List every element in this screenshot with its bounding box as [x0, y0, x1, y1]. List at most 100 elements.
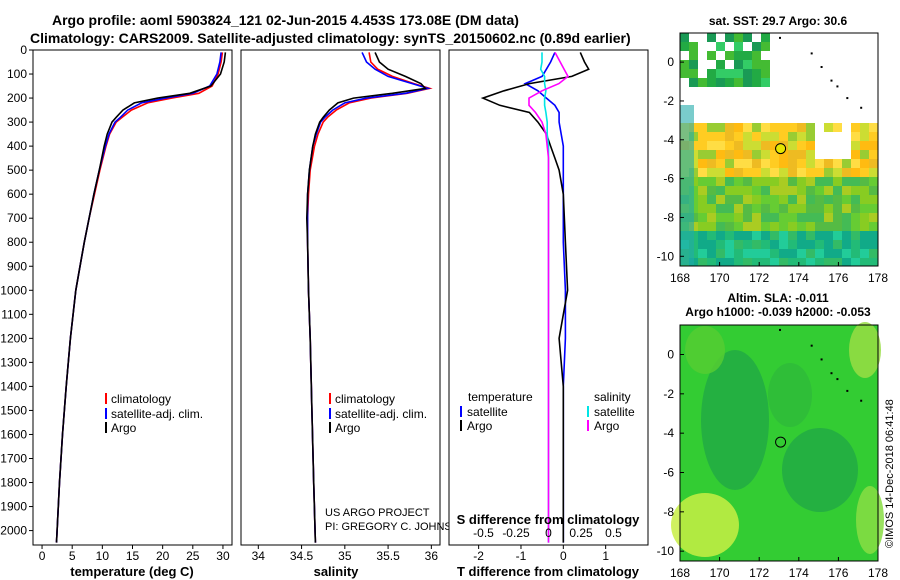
sst-cell: [761, 42, 770, 51]
sst-cell: [707, 159, 716, 168]
sst-cell: [707, 123, 716, 132]
map-y-tick-label-3: -6: [663, 172, 674, 186]
sst-cell: [842, 258, 851, 266]
sst-cell: [707, 150, 716, 159]
map-x-tick-label-5: 178: [868, 271, 888, 285]
sst-cell: [734, 258, 743, 266]
sst-cell: [752, 42, 761, 51]
sst-cell: [698, 195, 707, 204]
sst-cell: [734, 159, 743, 168]
sst-cell: [680, 60, 689, 69]
sst-cell: [860, 195, 869, 204]
sst-cell: [806, 195, 815, 204]
sst-cell: [842, 159, 851, 168]
sst-map-panel: sat. SST: 29.7 Argo: 30.6 168 170 172 174 17…: [657, 14, 889, 285]
sst-cell: [734, 222, 743, 231]
sst-cell: [770, 123, 779, 132]
sst-cell: [770, 186, 779, 195]
sst-cell: [725, 123, 734, 132]
sst-cell: [860, 258, 869, 266]
temperature-lines: [55, 52, 227, 543]
sst-cell: [779, 249, 788, 258]
legend-climatology: climatology: [335, 392, 395, 406]
legend-argo: Argo: [335, 421, 361, 435]
sst-cell: [788, 123, 797, 132]
imos-credit: ©IMOS 14-Dec-2018 06:41:48: [884, 399, 896, 548]
sst-cell: [824, 258, 833, 266]
sst-cell: [761, 159, 770, 168]
sst-cell: [788, 132, 797, 141]
sst-cell: [851, 222, 860, 231]
sst-cell: [725, 168, 734, 177]
sst-cell: [752, 231, 761, 240]
sst-cell: [788, 159, 797, 168]
sst-cell: [743, 240, 752, 249]
sst-cell: [833, 213, 842, 222]
sst-cell: [815, 168, 824, 177]
sst-cell: [752, 240, 761, 249]
sst-cell: [851, 213, 860, 222]
sst-cell: [698, 150, 707, 159]
sst-cell: [698, 177, 707, 186]
sst-cell: [743, 258, 752, 266]
sst-cell: [770, 258, 779, 266]
sst-cell: [779, 168, 788, 177]
sst-cell: [734, 132, 743, 141]
sst-cell: [815, 159, 824, 168]
sst-cell: [869, 195, 878, 204]
island-dot: [820, 66, 823, 69]
sst-cell: [761, 240, 770, 249]
s-tick-label-0: -0.5: [473, 526, 494, 540]
sla-blob: [701, 350, 769, 490]
sst-cell: [806, 132, 815, 141]
sla-map-field: [671, 322, 884, 557]
island-dot: [860, 106, 863, 109]
sst-cell: [860, 168, 869, 177]
sst-cell: [806, 258, 815, 266]
sst-cell: [779, 132, 788, 141]
sst-cell: [725, 240, 734, 249]
sst-cell: [752, 213, 761, 222]
map-x-tick-label-3: 174: [789, 271, 809, 285]
map-x-tick-label-0: 168: [670, 271, 690, 285]
x-tick-label-0: 0: [39, 549, 46, 563]
sla-map-title: Altim. SLA: -0.011: [727, 291, 829, 305]
depth-tick-label-4: 400: [7, 139, 27, 153]
sst-cell: [779, 186, 788, 195]
sst-cell: [851, 159, 860, 168]
x-tick-label-3: 15: [126, 549, 140, 563]
sst-cell: [815, 240, 824, 249]
sst-cell: [770, 150, 779, 159]
sst-cell: [833, 123, 842, 132]
series-argo: [55, 52, 227, 543]
sst-cell: [770, 249, 779, 258]
sst-cell: [860, 123, 869, 132]
difference-legend: temperature satellite Argo salinity sate…: [460, 390, 635, 433]
sst-cell: [734, 240, 743, 249]
sst-cell: [743, 51, 752, 60]
sst-cell: [869, 222, 878, 231]
sst-cell: [806, 222, 815, 231]
sst-cell: [869, 150, 878, 159]
sst-cell: [833, 222, 842, 231]
sst-cell: [698, 258, 707, 266]
depth-tick-label-7: 700: [7, 211, 27, 225]
island-dot: [810, 344, 813, 347]
sst-cell: [716, 213, 725, 222]
credit-project: US ARGO PROJECT: [325, 507, 430, 519]
sst-cell: [824, 231, 833, 240]
difference-t-ticks: -2 -1 0 1: [473, 545, 609, 563]
sst-cell: [752, 186, 761, 195]
sst-cell: [698, 123, 707, 132]
s-tick-label-4: 0.5: [605, 526, 622, 540]
sst-cell: [842, 204, 851, 213]
x-tick-label-3: 1: [602, 549, 609, 563]
map-y-tick-label-4: -8: [663, 505, 674, 519]
sst-cell: [725, 150, 734, 159]
sst-cell: [707, 132, 716, 141]
sst-cell: [752, 51, 761, 60]
island-dot: [810, 52, 813, 55]
sst-cell: [797, 150, 806, 159]
sst-cell: [797, 186, 806, 195]
sst-cell: [797, 195, 806, 204]
